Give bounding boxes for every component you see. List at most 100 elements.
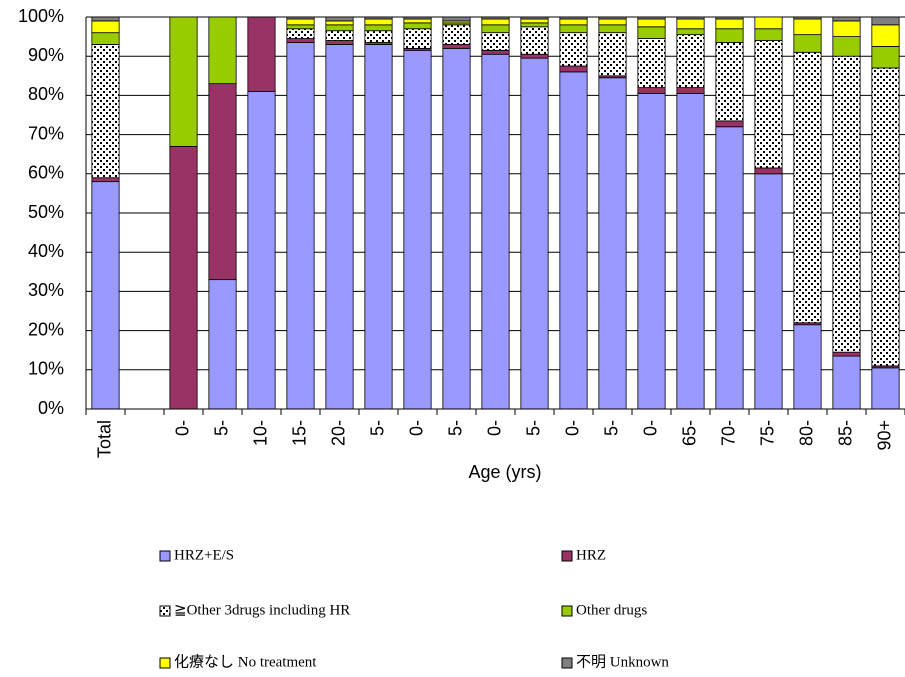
bar-segment — [871, 16, 900, 26]
bar-segment — [403, 49, 432, 410]
x-tick-label: 0- — [172, 420, 192, 436]
y-tick-label: 60% — [28, 163, 64, 183]
bar-segment — [325, 30, 354, 41]
bar-segment — [364, 30, 393, 43]
bar-segment — [364, 16, 393, 20]
legend-swatch — [159, 605, 171, 617]
bar-segment — [286, 24, 315, 30]
bar-segment — [871, 367, 900, 410]
x-tick-label: 0- — [562, 420, 582, 436]
bar-segment — [754, 40, 783, 169]
bar-segment — [442, 47, 471, 410]
legend-swatch — [561, 550, 573, 562]
x-tick-label: 5- — [367, 420, 387, 436]
bar-segment — [286, 18, 315, 26]
x-tick-label: 5- — [601, 420, 621, 436]
x-tick-label: 70- — [718, 420, 738, 446]
bar-segment — [286, 16, 315, 20]
x-tick-label: 0- — [406, 420, 426, 436]
bar-segment — [208, 279, 237, 410]
y-tick-label: 80% — [28, 84, 64, 104]
bar-segment — [520, 16, 549, 20]
bar-segment — [559, 71, 588, 410]
bar-segment — [364, 18, 393, 26]
bar-segment — [403, 22, 432, 30]
bar-segment — [286, 28, 315, 39]
y-tick-label: 0% — [38, 398, 64, 418]
bar-segment — [637, 26, 666, 39]
bar-segment — [871, 67, 900, 367]
x-tick-label: 5- — [445, 420, 465, 436]
bar-segment — [481, 53, 510, 410]
bar-segment — [247, 16, 276, 92]
bar-segment — [559, 65, 588, 73]
bar-segment — [871, 46, 900, 69]
bar-segment — [481, 32, 510, 51]
bar-segment — [793, 51, 822, 324]
bar-segment — [481, 49, 510, 55]
bar-segment — [520, 26, 549, 55]
x-tick-label: 80- — [796, 420, 816, 446]
y-tick-label: 50% — [28, 202, 64, 222]
bar-segment — [91, 32, 120, 45]
bar-segment — [637, 87, 666, 94]
x-tick-label: 5- — [211, 420, 231, 436]
bar-segment — [832, 351, 861, 357]
x-tick-label: 75- — [757, 420, 777, 446]
bar-segment — [286, 38, 315, 43]
bar-segment — [676, 34, 705, 88]
bar-segment — [754, 16, 783, 30]
bar-segment — [715, 42, 744, 122]
x-axis-title: Age (yrs) — [468, 462, 541, 482]
bar-segment — [637, 18, 666, 28]
bar-segment — [832, 55, 861, 353]
bar-segment — [676, 93, 705, 410]
bar-segment — [676, 87, 705, 94]
x-tick-label: 0- — [484, 420, 504, 436]
bar-segment — [169, 145, 198, 410]
bar-segment — [598, 18, 627, 26]
bar-segment — [325, 24, 354, 32]
bar-segment — [481, 24, 510, 34]
bar-segment — [481, 18, 510, 26]
legend-swatch — [561, 605, 573, 617]
bar-segment — [403, 18, 432, 24]
bar-segment — [520, 57, 549, 410]
y-tick-label: 10% — [28, 359, 64, 379]
bar-segment — [793, 324, 822, 410]
bar-segment — [247, 91, 276, 410]
bar-segment — [832, 16, 861, 22]
bar-segment — [91, 20, 120, 34]
legend-swatch — [159, 550, 171, 562]
bar-segment — [793, 16, 822, 20]
legend-label: 不明 Unknown — [576, 653, 669, 670]
bar-segment — [559, 24, 588, 34]
bar-segment — [559, 18, 588, 26]
x-tick-label: 20- — [328, 420, 348, 446]
bar-segment — [715, 16, 744, 20]
x-tick-label: 85- — [835, 420, 855, 446]
bar-segment — [91, 177, 120, 183]
bar-segment — [442, 44, 471, 49]
bar-segment — [676, 16, 705, 20]
y-tick-label: 100% — [18, 6, 64, 26]
bar-segment — [832, 20, 861, 38]
x-tick-label: 90+ — [874, 420, 894, 451]
y-tick-label: 30% — [28, 280, 64, 300]
bar-segment — [598, 16, 627, 20]
bar-segment — [520, 22, 549, 28]
bar-segment — [598, 24, 627, 34]
x-tick-label: 10- — [250, 420, 270, 446]
bar-segment — [637, 38, 666, 88]
bar-segment — [403, 28, 432, 49]
legend-label: HRZ — [576, 547, 606, 563]
y-tick-label: 70% — [28, 123, 64, 143]
legend-swatch — [159, 657, 171, 669]
bar-segment — [871, 24, 900, 47]
bar-segment — [559, 32, 588, 67]
bar-segment — [208, 16, 237, 85]
bar-segment — [637, 16, 666, 20]
y-tick-label: 40% — [28, 241, 64, 261]
